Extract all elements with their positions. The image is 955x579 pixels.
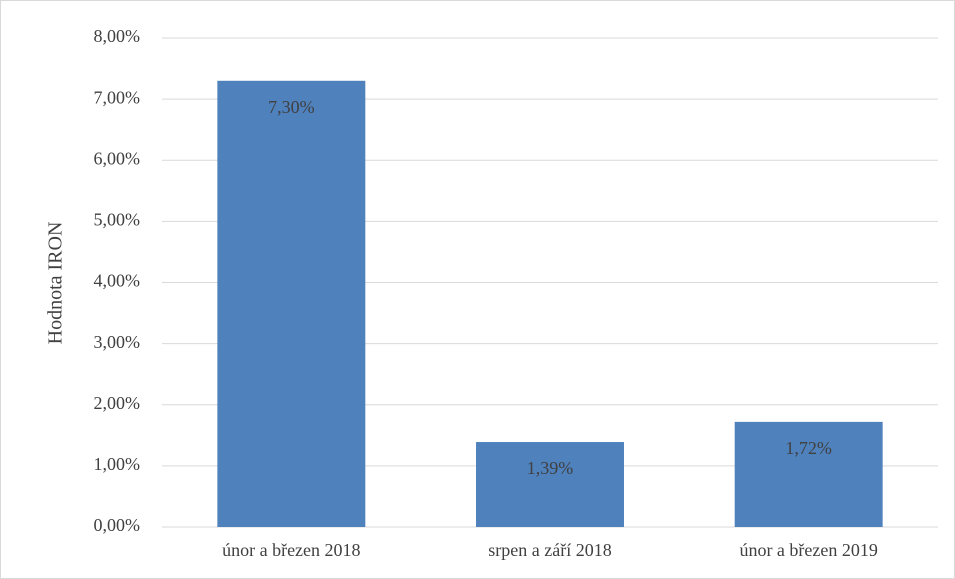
bar — [734, 421, 883, 527]
bar — [476, 442, 624, 527]
y-tick-label: 5,00% — [94, 210, 141, 230]
y-axis-label: Hodnota IRON — [45, 222, 67, 345]
data-label: 1,72% — [785, 438, 832, 458]
x-tick-label: srpen a září 2018 — [488, 540, 611, 560]
data-label: 1,39% — [527, 458, 574, 478]
x-tick-label: únor a březen 2018 — [222, 540, 360, 560]
y-tick-label: 0,00% — [94, 515, 141, 535]
x-tick-label: únor a březen 2019 — [739, 540, 877, 560]
data-label: 7,30% — [268, 97, 315, 117]
y-tick-label: 6,00% — [94, 148, 141, 168]
y-tick-label: 8,00% — [94, 26, 141, 46]
bar — [217, 80, 366, 527]
y-tick-label: 1,00% — [94, 454, 141, 474]
y-tick-label: 4,00% — [94, 271, 141, 291]
y-tick-label: 2,00% — [94, 393, 141, 413]
y-tick-label: 7,00% — [94, 87, 141, 107]
y-tick-label: 3,00% — [94, 332, 141, 352]
